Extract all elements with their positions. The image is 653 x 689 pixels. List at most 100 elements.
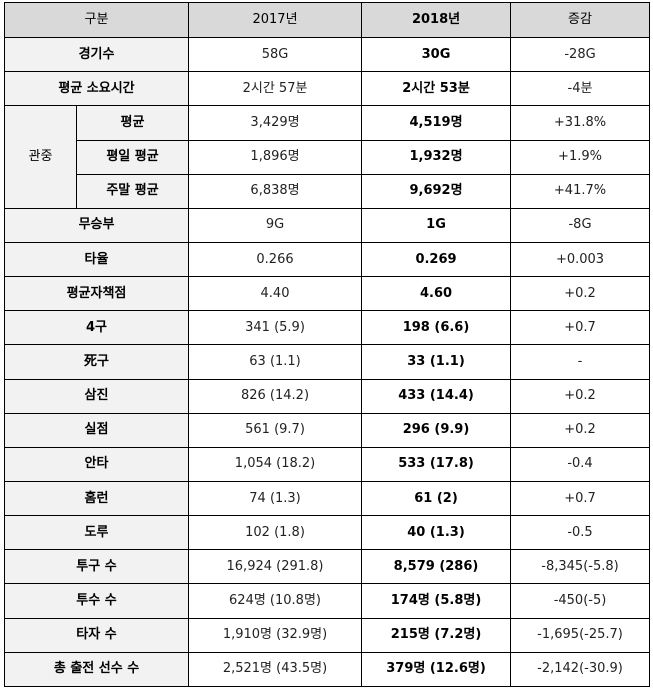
value-change: -2,142(-30.9)	[510, 651, 651, 688]
value-change: -8,345(-5.8)	[510, 549, 651, 585]
value-change: -0.5	[510, 515, 651, 551]
value-change: -0.4	[510, 446, 651, 482]
value-change: +1.9%	[510, 139, 651, 175]
row-label: 도루	[3, 515, 190, 551]
value-2017: 624명 (10.8명)	[188, 583, 363, 619]
value-2017: 3,429명	[188, 105, 363, 141]
value-2017: 63 (1.1)	[188, 344, 363, 380]
value-2018: 215명 (7.2명)	[361, 617, 512, 653]
value-2018: 433 (14.4)	[361, 378, 512, 414]
value-change: -28G	[510, 37, 651, 73]
value-2017: 4.40	[188, 276, 363, 312]
table-row: 타율 0.266 0.269 +0.003	[3, 241, 651, 278]
row-label: 평균	[75, 105, 190, 141]
row-label: 死구	[3, 344, 190, 380]
table-row: 4구 341 (5.9) 198 (6.6) +0.7	[3, 310, 651, 346]
header-change: 증감	[510, 1, 651, 39]
audience-group-label: 관중	[4, 105, 77, 209]
value-2018: 379명 (12.6명)	[361, 651, 512, 688]
value-change: -	[510, 344, 651, 380]
value-change: -1,695(-25.7)	[510, 617, 651, 653]
value-2017: 2,521명 (43.5명)	[188, 651, 363, 688]
value-change: +0.7	[510, 310, 651, 346]
value-2017: 341 (5.9)	[188, 310, 363, 346]
row-label: 투구 수	[3, 549, 190, 585]
row-label: 평균자책점	[3, 276, 190, 312]
table-row: 실점 561 (9.7) 296 (9.9) +0.2	[3, 412, 651, 448]
table-row: 경기수 58G 30G -28G	[3, 37, 651, 73]
table-row: 死구 63 (1.1) 33 (1.1) -	[3, 344, 651, 380]
row-label: 총 출전 선수 수	[3, 651, 190, 688]
row-label: 주말 평균	[75, 173, 190, 209]
table-row: 홈런 74 (1.3) 61 (2) +0.7	[3, 480, 651, 517]
value-2018: 30G	[361, 37, 512, 73]
header-row: 구분 2017년 2018년 증감	[3, 1, 651, 39]
value-2018: 2시간 53분	[361, 71, 512, 107]
value-change: +0.003	[510, 241, 651, 278]
table-row: 평일 평균 1,896명 1,932명 +1.9%	[5, 139, 651, 175]
value-change: -4분	[510, 71, 651, 107]
value-2017: 561 (9.7)	[188, 412, 363, 448]
value-change: +0.2	[510, 276, 651, 312]
row-label: 타율	[3, 241, 190, 278]
value-2018: 174명 (5.8명)	[361, 583, 512, 619]
row-label: 실점	[3, 412, 190, 448]
value-change: +0.2	[510, 412, 651, 448]
value-2017: 2시간 57분	[188, 71, 363, 107]
value-2017: 0.266	[188, 241, 363, 278]
row-label: 홈런	[3, 480, 190, 517]
value-2018: 0.269	[361, 241, 512, 278]
value-2018: 8,579 (286)	[361, 549, 512, 585]
value-2017: 826 (14.2)	[188, 378, 363, 414]
value-2017: 74 (1.3)	[188, 480, 363, 517]
value-2017: 1,910명 (32.9명)	[188, 617, 363, 653]
value-2018: 1G	[361, 207, 512, 243]
row-label: 경기수	[3, 37, 190, 73]
value-2017: 1,054 (18.2)	[188, 446, 363, 482]
row-label: 평균 소요시간	[3, 71, 190, 107]
table-row: 평균 소요시간 2시간 57분 2시간 53분 -4분	[3, 71, 651, 107]
value-2018: 296 (9.9)	[361, 412, 512, 448]
value-2017: 9G	[188, 207, 363, 243]
value-2018: 198 (6.6)	[361, 310, 512, 346]
value-2017: 102 (1.8)	[188, 515, 363, 551]
table-row: 타자 수 1,910명 (32.9명) 215명 (7.2명) -1,695(-25.…	[3, 617, 651, 653]
row-label: 4구	[3, 310, 190, 346]
value-2018: 4.60	[361, 276, 512, 312]
value-change: +0.7	[510, 480, 651, 517]
table-row: 주말 평균 6,838명 9,692명 +41.7%	[5, 173, 651, 209]
value-change: -8G	[510, 207, 651, 243]
table-row: 관중 평균 3,429명 4,519명 +31.8%	[4, 105, 651, 209]
table-row: 안타 1,054 (18.2) 533 (17.8) -0.4	[3, 446, 651, 482]
value-change: +31.8%	[510, 105, 651, 141]
value-2018: 4,519명	[361, 105, 512, 141]
value-2018: 9,692명	[361, 173, 512, 209]
value-2017: 1,896명	[188, 139, 363, 175]
row-label: 무승부	[3, 207, 190, 243]
value-change: -450(-5)	[510, 583, 651, 619]
header-category: 구분	[3, 1, 190, 39]
table-row: 투구 수 16,924 (291.8) 8,579 (286) -8,345(-5.8…	[3, 549, 651, 585]
table-row: 도루 102 (1.8) 40 (1.3) -0.5	[3, 515, 651, 551]
table-row: 총 출전 선수 수 2,521명 (43.5명) 379명 (12.6명) -2,14…	[3, 651, 651, 688]
value-2017: 16,924 (291.8)	[188, 549, 363, 585]
value-2018: 1,932명	[361, 139, 512, 175]
value-change: +0.2	[510, 378, 651, 414]
season-comparison-table: 구분 2017년 2018년 증감 경기수 58G 30G -28G 평균 소요시간 2시…	[3, 1, 651, 688]
value-2018: 533 (17.8)	[361, 446, 512, 482]
header-2018: 2018년	[361, 1, 512, 39]
value-2017: 58G	[188, 37, 363, 73]
header-2017: 2017년	[188, 1, 363, 39]
table-row: 투수 수 624명 (10.8명) 174명 (5.8명) -450(-5)	[3, 583, 651, 619]
value-2017: 6,838명	[188, 173, 363, 209]
table-row: 평균자책점 4.40 4.60 +0.2	[3, 276, 651, 312]
table-row: 무승부 9G 1G -8G	[3, 207, 651, 243]
table-row: 삼진 826 (14.2) 433 (14.4) +0.2	[3, 378, 651, 414]
value-change: +41.7%	[510, 173, 651, 209]
row-label: 투수 수	[3, 583, 190, 619]
row-label: 안타	[3, 446, 190, 482]
value-2018: 33 (1.1)	[361, 344, 512, 380]
value-2018: 61 (2)	[361, 480, 512, 517]
value-2018: 40 (1.3)	[361, 515, 512, 551]
row-label: 타자 수	[3, 617, 190, 653]
